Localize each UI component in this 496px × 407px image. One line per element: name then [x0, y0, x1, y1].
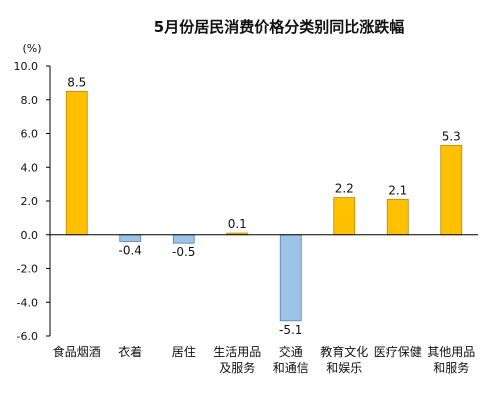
y-tick-label: -2.0 — [17, 263, 38, 276]
y-tick-label: 8.0 — [21, 94, 39, 107]
x-category-label: 生活用品 — [213, 345, 261, 359]
y-tick-label: 4.0 — [21, 161, 39, 174]
data-label: 2.2 — [335, 182, 354, 196]
bar-series — [65, 90, 463, 322]
y-tick-label: 2.0 — [21, 195, 39, 208]
x-category-label: 和通信 — [273, 361, 309, 375]
y-tick-label: -6.0 — [17, 330, 38, 343]
data-label: -0.5 — [172, 245, 195, 259]
x-category-label: 及服务 — [219, 360, 255, 375]
x-category-label: 交通 — [279, 344, 303, 359]
data-label: 0.1 — [228, 217, 247, 231]
bar — [333, 197, 356, 236]
chart-title: 5月份居民消费价格分类别同比涨跌幅 — [154, 18, 404, 36]
data-label: 5.3 — [442, 129, 461, 143]
x-category-label: 食品烟酒 — [53, 344, 101, 359]
y-tick-label: 0.0 — [21, 229, 39, 242]
bar — [386, 198, 409, 236]
bar — [172, 234, 195, 244]
bar — [65, 90, 88, 236]
bar — [119, 234, 142, 242]
x-category-label: 其他用品 — [427, 345, 475, 359]
bar — [440, 144, 463, 236]
x-category-label: 和娱乐 — [326, 361, 362, 375]
x-category-label: 教育文化 — [320, 344, 368, 359]
y-tick-label: 10.0 — [14, 60, 39, 73]
y-tick-label: 6.0 — [21, 128, 39, 141]
x-category-label: 衣着 — [118, 344, 142, 359]
y-tick-label: -4.0 — [17, 296, 38, 309]
x-category-label: 居住 — [172, 345, 196, 359]
y-axis-unit: (%) — [22, 42, 41, 55]
data-label: 8.5 — [67, 75, 86, 89]
data-label: -5.1 — [279, 323, 302, 337]
x-category-label: 医疗保健 — [374, 345, 422, 359]
axes — [49, 66, 478, 336]
y-axis-ticks: 10.0 8.0 6.0 4.0 2.0 0.0 -2.0 -4.0 -6.0 — [14, 60, 50, 343]
data-label: 2.1 — [388, 183, 407, 197]
x-category-label: 和服务 — [433, 360, 469, 375]
data-labels: 8.5 -0.4 -0.5 0.1 -5.1 2.2 2.1 5.3 — [67, 75, 461, 337]
bar — [279, 234, 302, 322]
data-label: -0.4 — [119, 244, 142, 258]
